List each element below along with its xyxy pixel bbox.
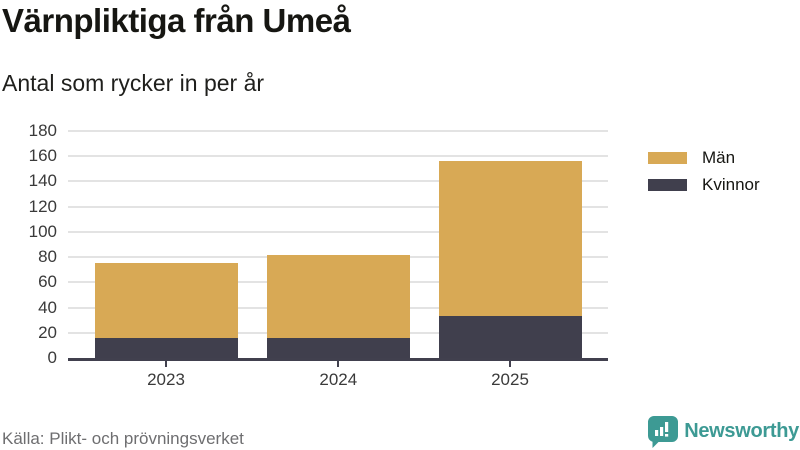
gridline-180 <box>68 130 608 132</box>
y-axis-label-80: 80 <box>38 247 57 267</box>
bar-2024-män[interactable] <box>266 254 410 338</box>
legend-label-kvinnor: Kvinnor <box>702 175 760 194</box>
chart-subtitle: Antal som rycker in per år <box>2 70 265 96</box>
x-axis-label-2024: 2024 <box>319 370 358 389</box>
y-axis-label-180: 180 <box>28 121 57 140</box>
legend-label-man: Män <box>702 148 736 167</box>
x-axis-label-2025: 2025 <box>491 370 529 389</box>
y-axis-label-20: 20 <box>38 322 57 342</box>
legend-swatch-man <box>648 152 687 164</box>
newsworthy-wordmark: Newsworthy <box>684 420 799 442</box>
gridline-100 <box>68 230 608 233</box>
legend: Män Kvinnor <box>648 147 760 201</box>
gridline-140 <box>68 180 608 183</box>
y-axis-label-0: 0 <box>47 348 57 367</box>
x-axis-line <box>68 357 608 361</box>
x-tick-2024 <box>337 360 340 367</box>
y-axis-label-140: 140 <box>28 171 57 191</box>
chart-title: Värnpliktiga från Umeå <box>2 2 351 39</box>
newsworthy-logo[interactable]: Newsworthy <box>647 415 799 448</box>
x-axis-label-2023: 2023 <box>147 370 185 389</box>
x-tick-2023 <box>165 360 167 367</box>
source-attribution: Källa: Plikt- och prövningsverket <box>2 429 244 448</box>
bar-2024-kvinnor[interactable] <box>266 337 410 358</box>
bar-2023-kvinnor[interactable] <box>94 337 238 358</box>
legend-item-man: Män <box>648 147 760 169</box>
bar-2023-män[interactable] <box>94 263 238 338</box>
x-tick-2025 <box>509 360 511 367</box>
bar-2025-män[interactable] <box>438 161 582 317</box>
y-axis-label-60: 60 <box>38 272 57 292</box>
legend-item-kvinnor: Kvinnor <box>648 174 760 196</box>
y-axis-label-120: 120 <box>28 196 57 216</box>
gridline-120 <box>68 205 608 208</box>
y-axis-label-160: 160 <box>28 146 57 166</box>
newsworthy-bubble-icon <box>648 416 679 448</box>
legend-swatch-kvinnor <box>648 179 687 191</box>
gridline-160 <box>68 155 608 158</box>
bar-2025-kvinnor[interactable] <box>438 316 582 358</box>
y-axis-label-40: 40 <box>38 297 57 317</box>
y-axis-label-100: 100 <box>28 221 57 241</box>
